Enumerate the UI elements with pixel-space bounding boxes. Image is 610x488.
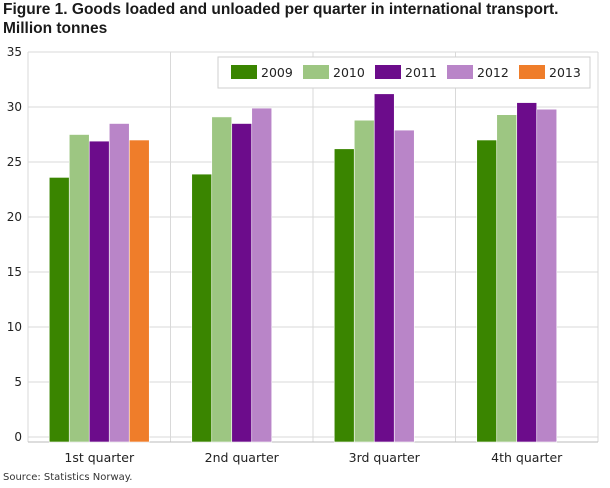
- legend-swatch-2012: [447, 65, 473, 79]
- bar-2009-2: [191, 173, 213, 443]
- legend-label-2010: 2010: [333, 65, 365, 80]
- y-tick-label: 5: [14, 375, 22, 389]
- subtitle-line: Million tonnes: [3, 20, 108, 37]
- x-tick-label: 2nd quarter: [205, 450, 280, 465]
- bar-2012-1: [108, 123, 130, 443]
- bar-2011-3: [373, 93, 395, 443]
- legend-label-2013: 2013: [549, 65, 581, 80]
- bar-2010-2: [211, 116, 233, 443]
- bar-2009-3: [333, 148, 355, 443]
- bar-2012-2: [251, 107, 273, 443]
- x-tick-label: 4th quarter: [491, 450, 563, 465]
- legend-label-2009: 2009: [261, 65, 293, 80]
- x-tick-label: 3rd quarter: [349, 450, 421, 465]
- bar-2010-4: [496, 114, 518, 443]
- chart-title: Figure 1. Goods loaded and unloaded per …: [3, 0, 608, 38]
- bar-2010-3: [353, 119, 375, 443]
- bar-2012-3: [393, 129, 415, 443]
- y-tick-label: 25: [7, 155, 22, 169]
- bar-2011-4: [516, 102, 538, 443]
- bar-2009-1: [48, 177, 70, 443]
- y-tick-label: 35: [7, 45, 22, 59]
- bar-2009-4: [476, 139, 498, 443]
- y-tick-label: 20: [7, 210, 22, 224]
- y-tick-label: 15: [7, 265, 22, 279]
- x-tick-label: 1st quarter: [64, 450, 135, 465]
- bar-2011-1: [88, 140, 110, 443]
- bar-2010-1: [68, 134, 90, 443]
- bar-2011-2: [231, 123, 253, 443]
- legend-swatch-2010: [303, 65, 329, 79]
- bar-2013-1: [128, 139, 150, 443]
- legend-swatch-2009: [231, 65, 257, 79]
- y-tick-label: 10: [7, 320, 22, 334]
- legend-label-2011: 2011: [405, 65, 437, 80]
- legend-label-2012: 2012: [477, 65, 509, 80]
- y-tick-label: 0: [14, 430, 22, 444]
- title-line: Figure 1. Goods loaded and unloaded per …: [3, 1, 559, 18]
- legend-swatch-2013: [519, 65, 545, 79]
- source-note: Source: Statistics Norway.: [3, 472, 133, 483]
- y-tick-label: 30: [7, 100, 22, 114]
- bar-2012-4: [536, 108, 558, 443]
- legend-swatch-2011: [375, 65, 401, 79]
